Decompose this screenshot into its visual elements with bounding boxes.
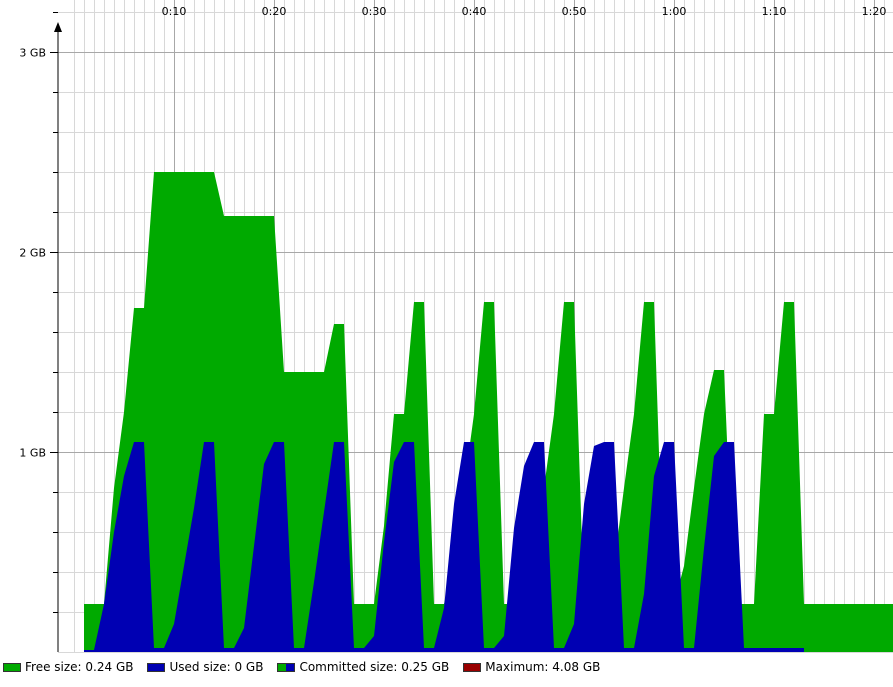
legend-swatch-free bbox=[3, 662, 21, 672]
legend-swatch-maximum bbox=[463, 662, 482, 672]
y-tick-label: 3 GB bbox=[19, 47, 46, 60]
area-used-size bbox=[84, 442, 804, 652]
y-tick-label: 2 GB bbox=[19, 247, 46, 260]
memory-chart: 1 GB 2 GB 3 GB 0:10 0:20 0:30 0:40 0:50 1:00 1:1… bbox=[19, 0, 893, 653]
legend-item-committed: Committed size: 0.25 GB bbox=[277, 660, 449, 674]
y-tick-label: 1 GB bbox=[19, 447, 46, 460]
x-tick-label: 1:20 bbox=[862, 5, 887, 18]
legend-item-maximum: Maximum: 4.08 GB bbox=[463, 660, 600, 674]
x-tick-label: 1:10 bbox=[762, 5, 787, 18]
legend-label-committed: Committed size: 0.25 GB bbox=[299, 660, 450, 674]
x-tick-label: 0:40 bbox=[462, 5, 487, 18]
legend-swatch-used bbox=[147, 662, 166, 672]
x-tick-label: 1:00 bbox=[662, 5, 687, 18]
x-tick-label: 0:10 bbox=[162, 5, 187, 18]
x-ticks: 0:10 0:20 0:30 0:40 0:50 1:00 1:10 1:20 bbox=[162, 5, 887, 18]
legend-item-free: Free size: 0.24 GB bbox=[3, 660, 133, 674]
legend-swatch-committed bbox=[277, 662, 296, 672]
x-tick-label: 0:30 bbox=[362, 5, 387, 18]
series-areas bbox=[84, 172, 893, 652]
x-tick-label: 0:20 bbox=[262, 5, 287, 18]
legend-label-free: Free size: 0.24 GB bbox=[25, 660, 134, 674]
x-tick-label: 0:50 bbox=[562, 5, 587, 18]
legend-label-maximum: Maximum: 4.08 GB bbox=[485, 660, 601, 674]
legend: Free size: 0.24 GB Used size: 0 GB Commi… bbox=[3, 658, 600, 676]
legend-item-used: Used size: 0 GB bbox=[147, 660, 263, 674]
y-axis-arrow-icon bbox=[54, 22, 62, 32]
legend-label-used: Used size: 0 GB bbox=[169, 660, 264, 674]
y-ticks: 1 GB 2 GB 3 GB bbox=[19, 12, 58, 613]
